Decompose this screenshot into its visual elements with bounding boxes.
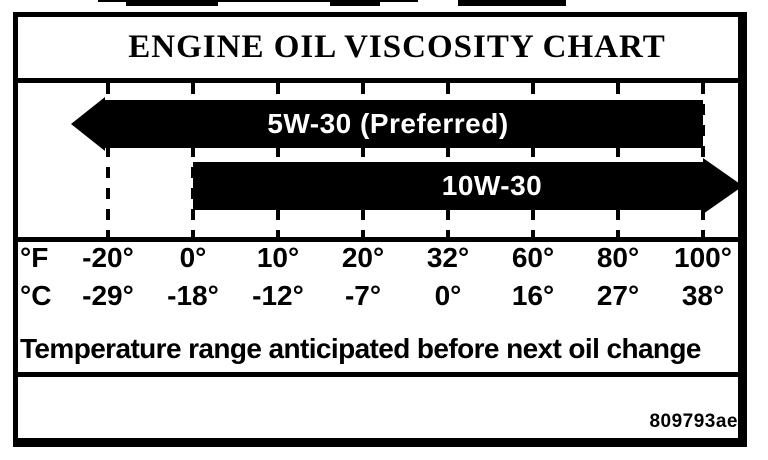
- celsius-tick: 27°: [596, 280, 640, 311]
- bar-10w30-label: 10W-30: [441, 170, 543, 201]
- gridline-dashed: [276, 83, 280, 237]
- gridline-dashed: [446, 83, 450, 237]
- celsius-tick: -12°: [252, 280, 304, 311]
- celsius-tick: 16°: [511, 280, 555, 311]
- scale-divider: [18, 237, 738, 242]
- title-divider: [18, 78, 738, 83]
- fahrenheit-tick: 0°: [179, 242, 207, 273]
- celsius-tick: 38°: [681, 280, 725, 311]
- fahrenheit-tick: 10°: [256, 242, 300, 273]
- scan-artifact: [126, 2, 218, 6]
- left-arrow-icon: [71, 97, 105, 151]
- temperature-range-note: Temperature range anticipated before nex…: [20, 333, 702, 364]
- right-arrow-icon: [703, 158, 743, 214]
- scan-artifact: [98, 0, 418, 2]
- gridline-dashed: [106, 83, 110, 237]
- gridline-dashed: [361, 83, 365, 237]
- celsius-tick: -7°: [344, 280, 382, 311]
- fahrenheit-row: °F -20° 0° 10° 20° 32° 60° 80° 100°: [18, 243, 738, 273]
- celsius-unit-label: °C: [20, 280, 52, 311]
- viscosity-range-plot: 5W-30 (Preferred) 10W-30: [18, 83, 743, 237]
- celsius-tick: -18°: [167, 280, 219, 311]
- figure-code: 809793ae: [649, 411, 738, 432]
- bar-10w30: [193, 162, 703, 210]
- fahrenheit-unit-label: °F: [20, 242, 49, 273]
- celsius-tick: 0°: [434, 280, 462, 311]
- chart-title: ENGINE OIL VISCOSITY CHART: [128, 29, 666, 65]
- fahrenheit-tick: 32°: [426, 242, 470, 273]
- note-divider: [18, 372, 738, 377]
- celsius-tick: -29°: [82, 280, 134, 311]
- fahrenheit-tick: 100°: [674, 242, 732, 273]
- fahrenheit-tick: 80°: [596, 242, 640, 273]
- fahrenheit-tick: -20°: [82, 242, 134, 273]
- fahrenheit-tick: 60°: [511, 242, 555, 273]
- gridline-dashed: [616, 83, 620, 237]
- fahrenheit-tick: 20°: [341, 242, 385, 273]
- bar-5w30-preferred: [105, 100, 703, 148]
- scan-artifact: [458, 0, 566, 6]
- gridline-dashed: [191, 83, 195, 237]
- bar-5w30-label: 5W-30 (Preferred): [267, 108, 509, 139]
- gridline-dashed: [531, 83, 535, 237]
- celsius-row: °C -29° -18° -12° -7° 0° 16° 27° 38°: [18, 281, 738, 311]
- chart-frame: ENGINE OIL VISCOSITY CHART 5W-30 (Prefer…: [13, 12, 747, 447]
- scan-artifact: [330, 2, 380, 6]
